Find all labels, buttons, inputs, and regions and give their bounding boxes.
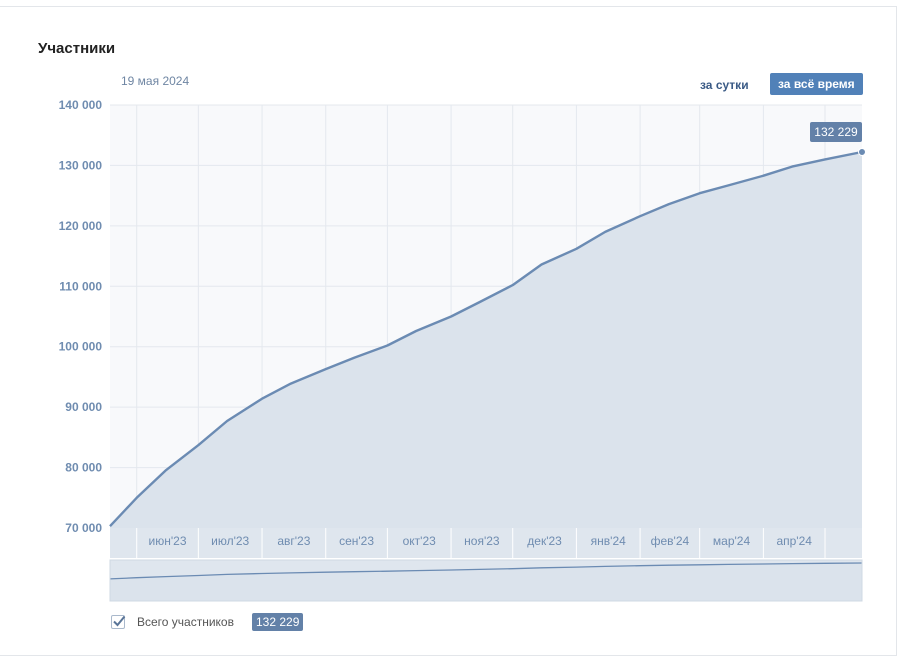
period-all-time-button[interactable]: за всё время [770,73,863,95]
y-tick-label: 80 000 [65,461,102,475]
y-tick-label: 70 000 [65,521,102,535]
y-tick-label: 110 000 [59,279,102,293]
x-tick-label: авг'23 [277,534,310,548]
x-tick-label: дек'23 [527,534,562,548]
navigator-line [109,562,863,580]
legend: Всего участников 132 229 [111,613,304,631]
period-day-button[interactable]: за сутки [700,78,749,92]
series-line [109,150,863,528]
x-tick-label: фев'24 [651,534,690,548]
navigator-fill [110,563,862,601]
x-tick-label: июл'23 [211,534,249,548]
current-date: 19 мая 2024 [121,74,190,88]
x-tick-label: сен'23 [339,534,374,548]
x-tick-label: окт'23 [403,534,437,548]
legend-checkbox[interactable] [111,615,126,629]
y-tick-label: 120 000 [59,219,103,233]
legend-label: Всего участников [137,615,234,629]
y-tick-label: 130 000 [59,158,103,172]
last-value-badge [810,121,862,142]
x-tick-label: июн'23 [149,534,187,548]
checkmark-icon [113,615,126,627]
legend-value-badge: 132 229 [251,613,304,631]
x-axis-band [110,528,862,558]
x-tick-label: апр'24 [776,534,812,548]
y-tick-label: 90 000 [65,400,102,414]
card-title: Участники [38,40,116,57]
x-tick-label: янв'24 [591,534,626,548]
y-tick-label: 140 000 [59,98,103,112]
last-point-marker [858,147,866,156]
last-value-label: 132 229 [814,125,858,139]
y-tick-label: 100 000 [59,340,103,354]
x-tick-label: мар'24 [713,534,751,548]
navigator-selection [109,559,863,602]
series-area [110,152,862,528]
x-tick-label: ноя'23 [464,534,500,548]
